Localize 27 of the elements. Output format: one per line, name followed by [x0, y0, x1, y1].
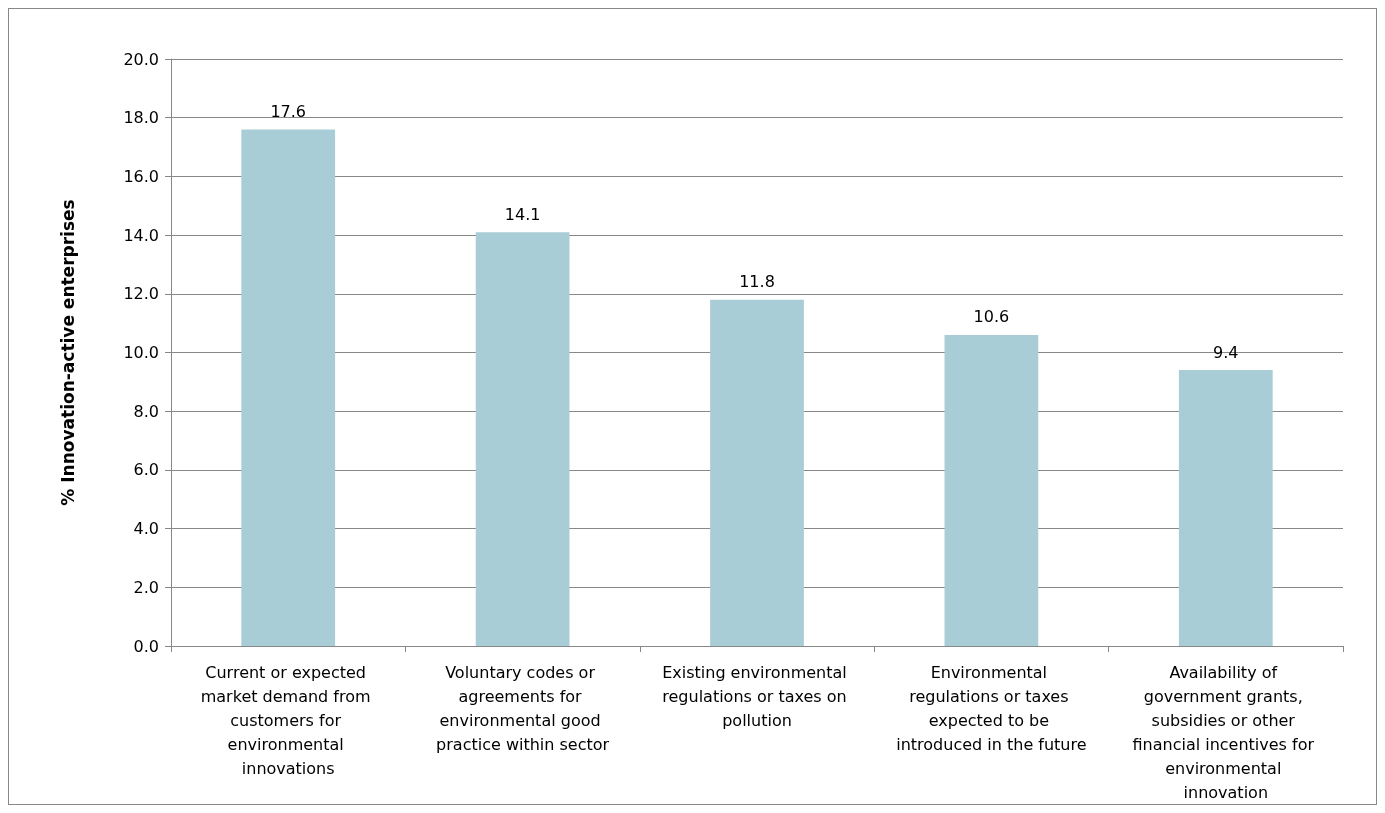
y-tick-label: 6.0 [133, 460, 159, 480]
x-tick-label: Existing environmental regulations or taxes on pollution [662, 662, 852, 730]
x-tick-label: Voluntary codes or agreements for environmental good practice within sector [436, 662, 610, 754]
y-axis-title: % Innovation-active enterprises [57, 199, 78, 506]
y-tick-label: 8.0 [133, 401, 159, 421]
bar [1178, 370, 1273, 646]
y-tick-label: 20.0 [123, 49, 159, 69]
y-tick-label: 2.0 [133, 577, 159, 597]
y-tick-label: 16.0 [123, 166, 159, 186]
data-label: 10.6 [973, 307, 1010, 327]
bar [710, 299, 804, 646]
data-label: 11.8 [739, 272, 775, 292]
x-tick-label: Availability of government grants, subsidies or other financial incentives for environmental innovation [1132, 662, 1320, 802]
y-tick-label: 4.0 [133, 519, 159, 539]
data-label: 9.4 [1213, 342, 1239, 362]
bar [944, 334, 1039, 646]
x-tick-label: Environmental regulations or taxes expected to be introduced in the future [896, 662, 1087, 754]
bar [241, 129, 336, 646]
y-tick-label: 12.0 [123, 284, 159, 304]
data-label: 14.1 [504, 204, 541, 224]
y-tick-label: 18.0 [123, 108, 159, 128]
y-tick-label: 10.0 [123, 343, 159, 362]
y-tick-label: 0.0 [133, 636, 159, 656]
bar [475, 232, 570, 646]
y-tick-label: 14.0 [123, 225, 159, 245]
data-label: 17.6 [270, 101, 307, 121]
x-tick-label: Current or expected market demand from customers for environmental innovations [200, 662, 376, 778]
